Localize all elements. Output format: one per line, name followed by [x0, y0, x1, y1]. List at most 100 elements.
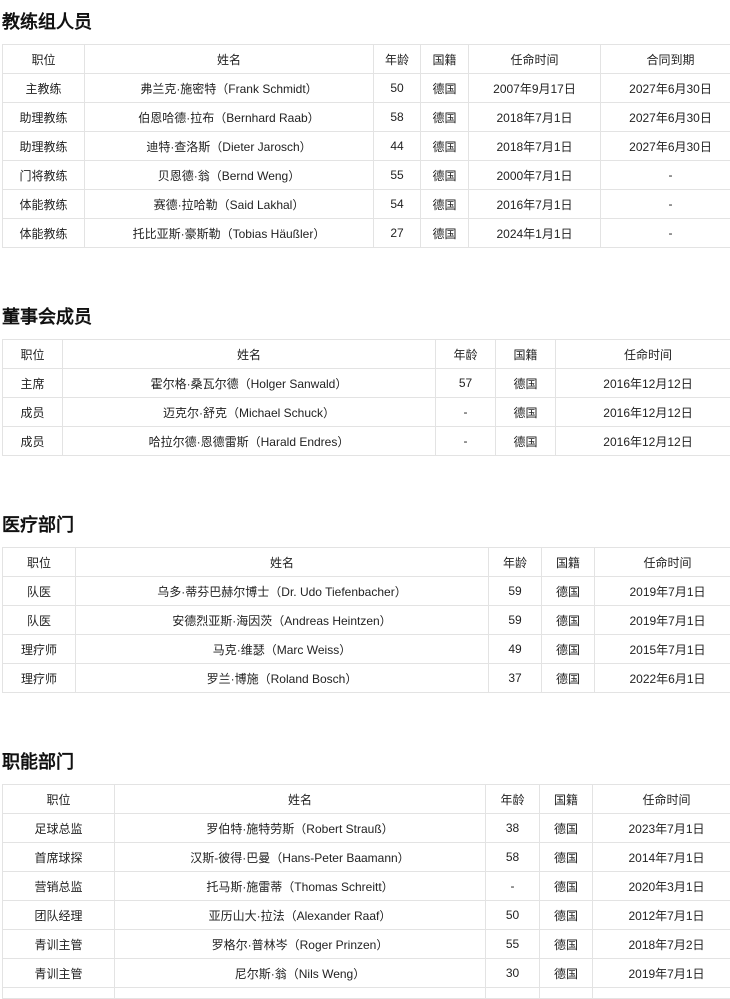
table-cell: 弗兰克·施密特（Frank Schmidt） [85, 74, 374, 103]
table-cell: 门将教练 [3, 161, 85, 190]
table-cell: 2019年7月1日 [593, 959, 730, 988]
column-header: 职位 [3, 45, 85, 74]
table-cell: 2027年6月30日 [601, 103, 730, 132]
column-header: 姓名 [76, 548, 489, 577]
table-cell: 体能教练 [3, 219, 85, 248]
medical-department-table: 职位姓名年龄国籍任命时间队医乌多·蒂芬巴赫尔博士（Dr. Udo Tiefenb… [2, 547, 730, 693]
table-cell: 亚历山大·拉法（Alexander Raaf） [115, 901, 486, 930]
table-cell: 队医 [3, 577, 76, 606]
table-cell: 迈克尔·舒克（Michael Schuck） [63, 398, 436, 427]
table-cell: 德国 [421, 161, 469, 190]
table-cell: 德国 [542, 606, 595, 635]
table-cell: 主席 [3, 369, 63, 398]
table-cell: 2000年7月1日 [469, 161, 601, 190]
table-cell: 57 [436, 369, 496, 398]
table-cell: 37 [489, 664, 542, 693]
column-header: 职位 [3, 785, 115, 814]
header-row: 职位姓名年龄国籍任命时间 [3, 340, 730, 369]
medical-department-title: 医疗部门 [2, 513, 74, 537]
table-cell: 青训主管 [3, 930, 115, 959]
header-row: 职位姓名年龄国籍任命时间 [3, 548, 730, 577]
table-cell: - [601, 219, 730, 248]
column-header: 任命时间 [593, 785, 730, 814]
board-members-title: 董事会成员 [2, 305, 92, 329]
table-cell: 罗格尔·普林岑（Roger Prinzen） [115, 930, 486, 959]
table-cell: 德国 [540, 843, 593, 872]
table-cell: 50 [486, 901, 540, 930]
table-cell: 足球总监 [3, 814, 115, 843]
table-cell: 哈拉尔德·恩德雷斯（Harald Endres） [63, 427, 436, 456]
table-cell: 德国 [540, 959, 593, 988]
table-cell: 2016年7月1日 [469, 190, 601, 219]
table-cell: 德国 [542, 577, 595, 606]
column-header: 姓名 [63, 340, 436, 369]
table-cell: 助理教练 [3, 103, 85, 132]
table-cell: 2019年7月1日 [595, 577, 730, 606]
table-cell: 助理教练 [3, 132, 85, 161]
table-cell: 2027年6月30日 [601, 132, 730, 161]
column-header: 年龄 [436, 340, 496, 369]
column-header: 年龄 [489, 548, 542, 577]
table-cell: 59 [489, 606, 542, 635]
table-cell: 2019年7月1日 [595, 606, 730, 635]
table-cell: 罗兰·博施（Roland Bosch） [76, 664, 489, 693]
table-cell: 德国 [542, 635, 595, 664]
table-cell: 2027年6月30日 [601, 74, 730, 103]
column-header: 国籍 [421, 45, 469, 74]
table-cell: 55 [486, 930, 540, 959]
table-cell: 2018年7月1日 [469, 132, 601, 161]
column-header: 姓名 [85, 45, 374, 74]
table-cell [486, 988, 540, 999]
table-cell: 2016年12月12日 [556, 398, 730, 427]
table-cell: 贝恩德·翁（Bernd Weng） [85, 161, 374, 190]
table-cell: 德国 [542, 664, 595, 693]
table-cell: 尼尔斯·翁（Nils Weng） [115, 959, 486, 988]
table-cell: 2015年7月1日 [595, 635, 730, 664]
table-cell: 德国 [496, 369, 556, 398]
column-header: 年龄 [374, 45, 421, 74]
table-cell: 成员 [3, 398, 63, 427]
table-cell: 体能教练 [3, 190, 85, 219]
column-header: 年龄 [486, 785, 540, 814]
table-cell: 38 [486, 814, 540, 843]
table-cell: 50 [374, 74, 421, 103]
table-cell: 首席球探 [3, 843, 115, 872]
table-cell: 德国 [421, 74, 469, 103]
table-cell: 2012年7月1日 [593, 901, 730, 930]
table-cell: 安德烈亚斯·海因茨（Andreas Heintzen） [76, 606, 489, 635]
table-cell: - [436, 427, 496, 456]
table-cell: 德国 [540, 872, 593, 901]
table-cell: 44 [374, 132, 421, 161]
table-cell: 德国 [540, 930, 593, 959]
table-cell: 赛德·拉哈勒（Said Lakhal） [85, 190, 374, 219]
header-row: 职位姓名年龄国籍任命时间 [3, 785, 730, 814]
coaching-staff-table: 职位姓名年龄国籍任命时间合同到期主教练弗兰克·施密特（Frank Schmidt… [2, 44, 730, 248]
table-cell: 理疗师 [3, 664, 76, 693]
functional-department-table: 职位姓名年龄国籍任命时间足球总监罗伯特·施特劳斯（Robert Strauß）3… [2, 784, 730, 999]
table-cell: - [601, 161, 730, 190]
table-cell: 49 [489, 635, 542, 664]
table-cell: 德国 [421, 103, 469, 132]
table-cell: 主教练 [3, 74, 85, 103]
table-cell: 德国 [540, 814, 593, 843]
column-header: 任命时间 [469, 45, 601, 74]
table-cell: - [601, 190, 730, 219]
table-cell: 2020年3月1日 [593, 872, 730, 901]
column-header: 合同到期 [601, 45, 730, 74]
table-cell: 2016年12月12日 [556, 369, 730, 398]
table-cell: 队医 [3, 606, 76, 635]
functional-department-title: 职能部门 [2, 750, 74, 774]
table-cell: 2022年6月1日 [595, 664, 730, 693]
table-cell: 55 [374, 161, 421, 190]
table-cell: 德国 [496, 398, 556, 427]
